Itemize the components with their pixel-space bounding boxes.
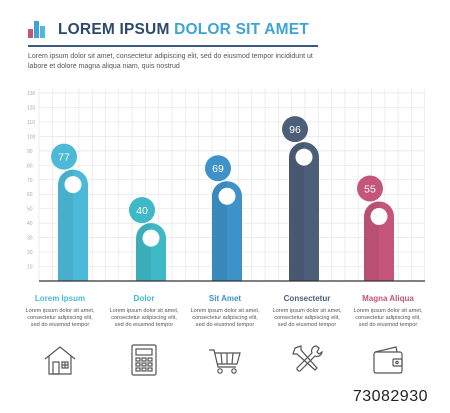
card-title: Consectetur [283, 294, 331, 303]
y-tick-label: 90 [27, 149, 33, 155]
value-bubble [357, 175, 383, 202]
value-bubble [51, 143, 77, 170]
card-text: Lorem ipsum dolor sit amet, consectetur … [353, 308, 423, 329]
shopping-cart-icon [209, 349, 241, 374]
bar [364, 201, 394, 281]
tools-icon [292, 345, 323, 372]
y-tick-label: 70 [27, 178, 33, 184]
image-id: 73082930 [352, 388, 428, 405]
y-tick-label: 130 [27, 91, 36, 97]
y-tick-label: 30 [27, 236, 33, 242]
bar-knob [64, 176, 82, 194]
y-tick-label: 80 [27, 163, 33, 169]
intro-text: Lorem ipsum dolor sit amet, consectetur … [28, 53, 313, 70]
card-3: Sit Amet Lorem ipsum dolor sit amet, con… [187, 294, 263, 330]
bar-shade [58, 169, 73, 281]
card-title: Magna Aliqua [362, 294, 414, 303]
bar [58, 169, 88, 281]
card-title: Dolor [133, 294, 155, 303]
category-cards: Lorem Ipsum Lorem ipsum dolor sit amet, … [22, 294, 428, 384]
value-bubble [205, 155, 231, 182]
y-tick-label: 60 [27, 192, 33, 198]
data-label: 77 [58, 152, 70, 164]
title-underline [28, 45, 318, 47]
value-bubble [282, 116, 308, 143]
bar-knob [218, 187, 236, 205]
value-bubble [129, 197, 155, 224]
bar [289, 142, 319, 281]
y-tick-label: 100 [27, 134, 36, 140]
title-part-1: LOREM IPSUM [58, 21, 170, 38]
y-tick-label: 110 [27, 120, 35, 126]
data-label: 40 [136, 205, 148, 217]
category-icons [22, 340, 428, 384]
y-tick-label: 120 [27, 105, 36, 111]
card-title: Sit Amet [208, 294, 242, 303]
bar-shade [289, 142, 304, 281]
card-text: Lorem ipsum dolor sit amet, consectetur … [190, 308, 260, 329]
footer: 73082930 [0, 384, 450, 413]
y-tick-label: 20 [27, 250, 33, 256]
bar-knob [142, 229, 160, 247]
card-text: Lorem ipsum dolor sit amet, consectetur … [109, 308, 179, 329]
bar-shade [212, 181, 227, 281]
bar-knob [295, 148, 313, 166]
y-tick-label: 10 [27, 265, 33, 271]
bar-chart-logo-icon [28, 20, 50, 38]
page-title: LOREM IPSUM DOLOR SIT AMET [58, 21, 309, 39]
wallet-icon [373, 346, 403, 374]
data-label: 55 [364, 183, 376, 195]
y-tick-label: 50 [27, 207, 33, 213]
y-tick-label: 40 [27, 221, 33, 227]
header: LOREM IPSUM DOLOR SIT AMET [28, 18, 318, 50]
data-label: 69 [212, 163, 224, 175]
chart: 10 20 30 40 50 60 70 80 90 100 110 120 130 77 40 69 96 55 [25, 85, 425, 285]
card-text: Lorem ipsum dolor sit amet, consectetur … [272, 308, 342, 329]
card-4: Consectetur Lorem ipsum dolor sit amet, … [269, 294, 345, 330]
calculator-icon [131, 344, 157, 376]
card-1: Lorem Ipsum Lorem ipsum dolor sit amet, … [22, 294, 98, 330]
data-label: 96 [289, 124, 301, 136]
bar [212, 181, 242, 281]
house-icon [44, 346, 76, 375]
card-2: Dolor Lorem ipsum dolor sit amet, consec… [106, 294, 182, 330]
card-5: Magna Aliqua Lorem ipsum dolor sit amet,… [350, 294, 426, 330]
card-text: Lorem ipsum dolor sit amet, consectetur … [25, 308, 95, 329]
bar-chart: 10 20 30 40 50 60 70 80 90 100 110 120 130 77 40 69 96 55 [27, 89, 425, 282]
card-title: Lorem Ipsum [34, 294, 86, 303]
title-part-2: DOLOR SIT AMET [174, 21, 309, 38]
bar-knob [370, 207, 388, 225]
